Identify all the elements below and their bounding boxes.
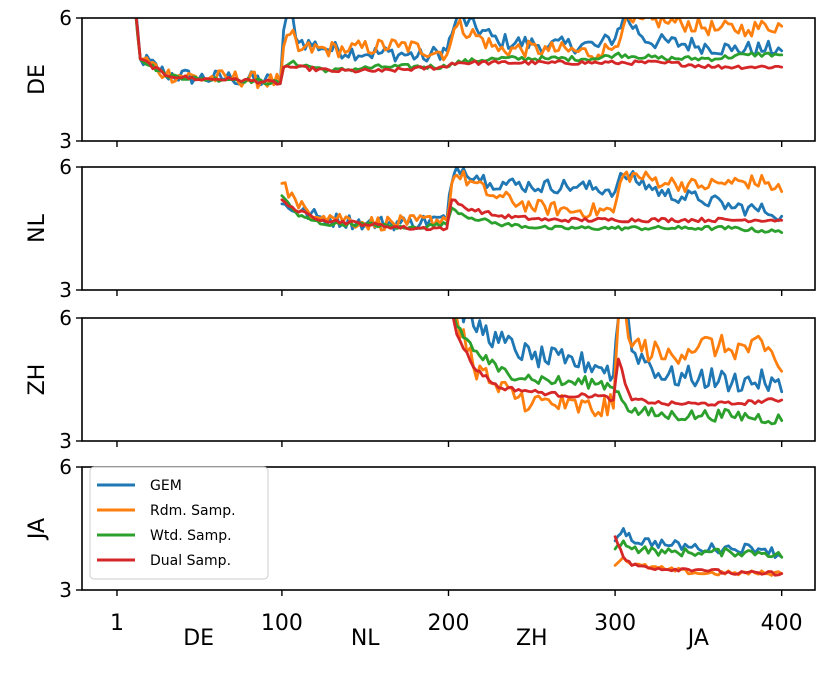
panel-ja: 3 6 JA: [25, 455, 816, 602]
legend-label-dual-samp: Dual Samp.: [150, 553, 231, 569]
legend-label-gem: GEM: [150, 478, 182, 494]
legend-label-rdm-samp: Rdm. Samp.: [150, 503, 236, 519]
legend-label-wtd-samp: Wtd. Samp.: [150, 528, 232, 544]
y-tick-label: 3: [59, 129, 72, 153]
legend: GEM Rdm. Samp. Wtd. Samp. Dual Samp.: [89, 466, 269, 580]
segment-label-ja: JA: [686, 626, 709, 651]
series-line-nl-dual-samp: [280, 198, 784, 232]
y-tick-label: 3: [59, 429, 72, 453]
panel-de: 3 6 DE: [25, 6, 816, 153]
segment-label-nl: NL: [351, 626, 380, 651]
y-tick-label: 6: [59, 306, 72, 330]
panel-zh: 3 6 ZH: [25, 306, 816, 453]
legend-box: [89, 466, 269, 580]
series-line-ja-dual-samp: [613, 535, 784, 577]
y-axis-label-ja: JA: [25, 518, 50, 541]
panel-ja-lines: [613, 527, 784, 577]
x-tick-label: 1: [110, 611, 124, 636]
y-tick-label: 3: [59, 578, 72, 602]
y-axis-label-nl: NL: [25, 213, 50, 242]
x-axis: 1 100 200 300 400 DE NL ZH JA: [110, 611, 803, 651]
panel-de-lines: [134, 18, 784, 90]
panel-nl-frame: [81, 166, 816, 291]
series-line-zh-rdm-samp: [455, 318, 784, 418]
y-tick-label: 6: [59, 155, 72, 179]
y-axis-label-zh: ZH: [25, 364, 50, 396]
x-tick-label: 400: [761, 611, 803, 636]
x-tick-label: 100: [261, 611, 303, 636]
y-tick-label: 3: [59, 278, 72, 302]
series-line-zh-gem: [461, 318, 784, 394]
panel-zh-lines: [451, 318, 784, 426]
segment-label-zh: ZH: [516, 626, 548, 651]
segment-label-de: DE: [183, 626, 214, 651]
series-line-ja-wtd-samp: [613, 539, 784, 559]
y-tick-label: 6: [59, 455, 72, 479]
y-tick-label: 6: [59, 6, 72, 30]
x-tick-label: 300: [594, 611, 636, 636]
y-axis-label-de: DE: [25, 64, 50, 95]
series-line-ja-gem: [613, 527, 784, 559]
series-line-de-rdm-samp: [134, 18, 784, 90]
series-line-de-dual-samp: [134, 18, 784, 86]
panel-nl-lines: [280, 167, 784, 234]
panel-nl: 3 6 NL: [25, 155, 816, 302]
x-tick-label: 200: [428, 611, 470, 636]
series-line-zh-dual-samp: [451, 318, 784, 407]
series-line-nl-wtd-samp: [280, 194, 784, 234]
